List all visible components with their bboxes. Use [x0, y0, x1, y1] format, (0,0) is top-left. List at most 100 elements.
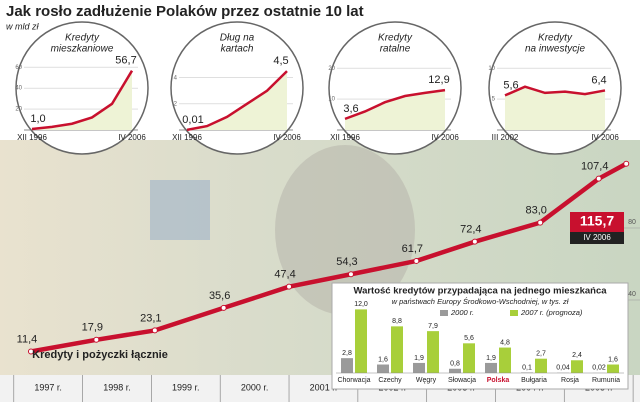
bar	[607, 364, 619, 373]
value-label: 2,7	[536, 351, 546, 358]
point	[220, 304, 227, 311]
bar	[463, 343, 475, 373]
value-label: 61,7	[402, 243, 423, 255]
annotation-box	[570, 232, 624, 244]
mini-title: Kredyty	[65, 33, 100, 44]
x-tick-label: XII 1996	[330, 133, 360, 142]
line	[186, 70, 288, 132]
value-label: 0,04	[556, 365, 570, 372]
value-label: 2,8	[342, 350, 352, 357]
y-tick-label: 60	[15, 65, 22, 71]
bar	[485, 362, 497, 373]
mini-title: Dług na	[220, 33, 255, 44]
value-label: 1,6	[378, 356, 388, 363]
y-tick-label: 4	[174, 75, 178, 81]
x-tick-label: XII 1996	[17, 133, 47, 142]
point	[27, 348, 34, 355]
value-label: 5,6	[503, 79, 518, 91]
x-tick-label: IV 2006	[118, 133, 146, 142]
value-label: 8,8	[392, 318, 402, 325]
title: Jak rosło zadłużenie Polaków przez ostat…	[6, 3, 364, 20]
line	[31, 70, 134, 131]
y-tick-label: 40	[628, 291, 636, 298]
bar	[499, 347, 511, 373]
value-label: 11,4	[17, 333, 38, 345]
value-label: 47,4	[274, 269, 295, 281]
subtitle: w mld zł	[6, 21, 40, 31]
bar-title: Wartość kredytów przypadająca na jednego…	[353, 286, 607, 297]
value-label: 23,1	[140, 312, 161, 324]
value-label: 56,7	[115, 55, 136, 67]
point	[537, 219, 544, 226]
x-tick-label: 2001 r.	[310, 382, 338, 392]
value-label: 1,9	[486, 355, 496, 362]
value-label: 7,9	[428, 323, 438, 330]
x-tick-label: Polska	[487, 377, 510, 384]
y-tick-label: 40	[15, 86, 22, 92]
line	[504, 85, 606, 97]
value-label: 115,7	[580, 213, 614, 229]
legend-label: 2007 r. (prognoza)	[520, 308, 583, 317]
value-label: 5,6	[464, 335, 474, 342]
y-tick-label: 80	[628, 219, 636, 226]
area	[345, 90, 445, 130]
x-tick-label: 2000 r.	[241, 382, 269, 392]
legend-swatch	[440, 310, 448, 316]
value-label: 0,02	[592, 365, 606, 372]
point	[595, 175, 602, 182]
y-tick-label: 20	[328, 66, 335, 72]
x-tick-label: IV 2006	[273, 133, 301, 142]
bar	[535, 358, 547, 373]
area	[505, 86, 605, 130]
portrait	[275, 145, 415, 315]
mini-title: Kredyty	[378, 33, 413, 44]
value-label: 17,9	[82, 322, 103, 334]
x-tick-label: XII 1996	[172, 133, 202, 142]
y-tick-label: 10	[328, 97, 335, 103]
bar-subtitle: w państwach Europy Środkowo-Wschodniej, …	[392, 297, 569, 306]
value-label: 2,4	[572, 352, 582, 359]
value-label: 6,4	[591, 74, 606, 86]
bar	[413, 362, 425, 373]
value-label: 107,4	[581, 161, 609, 173]
value-label: 83,0	[526, 205, 547, 217]
value-label: 54,3	[336, 256, 357, 268]
point	[471, 238, 478, 245]
x-tick-label: IV 2006	[431, 133, 459, 142]
value-label: 0,8	[450, 361, 460, 368]
annotation: IV 2006	[583, 233, 611, 242]
x-tick-label: IV 2006	[591, 133, 619, 142]
point	[286, 283, 293, 290]
value-label: 12,9	[428, 74, 449, 86]
legend-label: 2000 r.	[450, 308, 474, 317]
x-tick-label: 1997 r.	[34, 382, 62, 392]
value-label: 12,0	[354, 301, 368, 308]
y-tick-label: 10	[488, 66, 495, 72]
mini-title: na inwestycje	[525, 44, 585, 55]
value-label: 4,8	[500, 339, 510, 346]
series-label: Kredyty i pożyczki łącznie	[32, 349, 168, 361]
legend-swatch	[510, 310, 518, 316]
mini-title: ratalne	[380, 44, 411, 55]
mini-title: mieszkaniowe	[51, 44, 114, 55]
bar	[391, 326, 403, 373]
y-tick-label: 2	[174, 101, 178, 107]
value-label: 35,6	[209, 290, 230, 302]
bar	[571, 360, 583, 373]
line	[344, 88, 446, 121]
point	[93, 336, 100, 343]
bar	[355, 309, 367, 373]
area	[32, 70, 132, 130]
bar	[341, 358, 353, 373]
value-label: 0,1	[522, 364, 532, 371]
value-label: 0,01	[182, 114, 203, 126]
area	[187, 71, 287, 130]
value-label: 4,5	[273, 55, 288, 67]
x-tick-label: Czechy	[378, 377, 402, 384]
mini-title: Kredyty	[538, 33, 573, 44]
end-label-box	[570, 212, 624, 232]
mini-title: kartach	[221, 44, 254, 55]
x-tick-label: 1998 r.	[103, 382, 131, 392]
point	[413, 257, 420, 264]
